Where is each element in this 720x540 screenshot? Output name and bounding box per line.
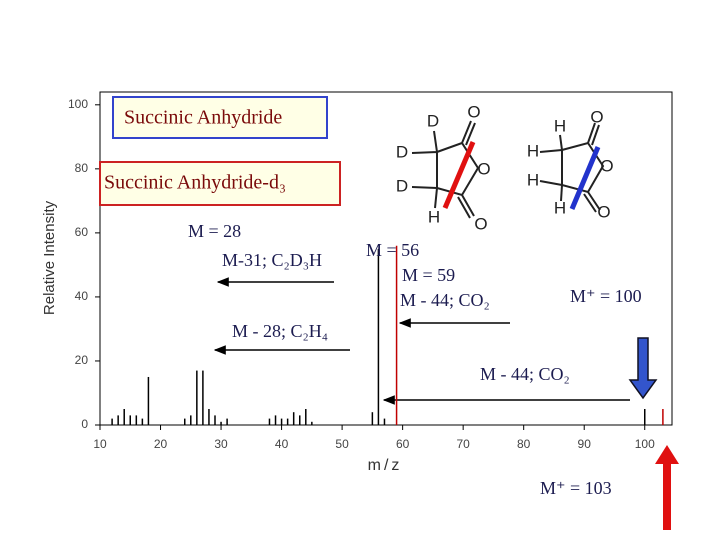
y-tick-label: 20 — [75, 353, 89, 367]
atom-label: H — [527, 141, 539, 160]
series-label: Succinic Anhydride-d₃ — [104, 172, 286, 194]
annotation: M⁺ = 103 — [540, 478, 612, 498]
atom-label: D — [396, 176, 408, 195]
series-label-box — [99, 161, 341, 206]
y-tick-label: 100 — [68, 97, 88, 111]
plot-frame — [99, 91, 673, 426]
atom-label: D — [396, 142, 408, 161]
x-tick-label: 10 — [93, 437, 107, 451]
atom-label: O — [597, 202, 610, 221]
atom-label: H — [428, 207, 440, 226]
atom-label: O — [590, 107, 603, 126]
series-label-box — [112, 96, 328, 139]
x-tick-label: 70 — [456, 437, 470, 451]
annotation: M = 56 — [366, 240, 419, 260]
x-tick-label: 30 — [214, 437, 228, 451]
annotation: M - 28; C₂H₄ — [232, 321, 328, 341]
atom-label: H — [554, 116, 566, 135]
y-tick-label: 0 — [81, 417, 88, 431]
x-tick-label: 50 — [335, 437, 349, 451]
annotation: M = 28 — [188, 221, 241, 241]
atom-label: O — [600, 156, 613, 175]
atom-label: O — [474, 214, 487, 233]
annotation: M-31; C₂D₃H — [222, 250, 322, 270]
annotation: M - 44; CO₂ — [480, 364, 570, 384]
x-axis-title: m/z — [368, 457, 403, 474]
x-tick-label: 100 — [635, 437, 655, 451]
structure-deuterated — [411, 120, 480, 219]
x-tick-label: 60 — [396, 437, 410, 451]
blue-arrow — [628, 337, 658, 400]
annotation: M = 59 — [402, 265, 455, 285]
y-tick-label: 40 — [75, 289, 89, 303]
annotation: M⁺ = 100 — [570, 286, 642, 306]
atom-label: O — [477, 159, 490, 178]
atom-label: H — [527, 170, 539, 189]
red-arrow — [655, 445, 679, 530]
atom-label: O — [467, 102, 480, 121]
atom-label: D — [427, 111, 439, 130]
structure-normal — [539, 122, 605, 213]
y-axis-title: Relative Intensity — [41, 200, 58, 315]
x-tick-label: 90 — [578, 437, 592, 451]
annotation: M - 44; CO₂ — [400, 290, 490, 310]
y-tick-label: 60 — [75, 225, 89, 239]
atom-label: H — [554, 198, 566, 217]
x-tick-label: 20 — [154, 437, 168, 451]
x-tick-label: 80 — [517, 437, 531, 451]
y-tick-label: 80 — [75, 161, 89, 175]
arrows — [213, 277, 630, 405]
series-label: Succinic Anhydride — [124, 107, 282, 129]
x-tick-label: 40 — [275, 437, 289, 451]
